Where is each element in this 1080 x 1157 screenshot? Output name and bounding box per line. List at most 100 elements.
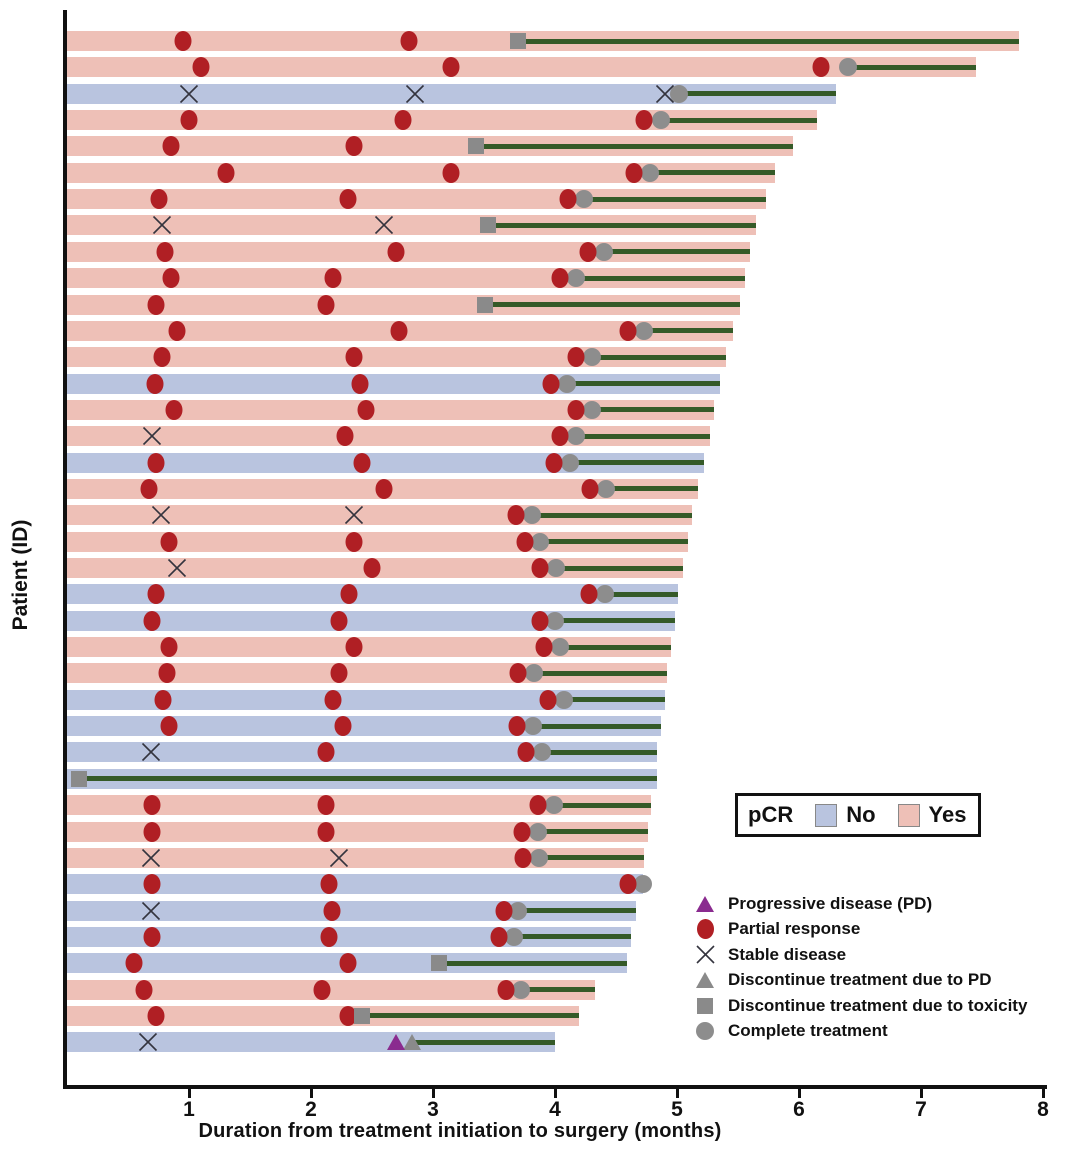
treatment-line (362, 1013, 580, 1019)
partial-response-marker (442, 162, 460, 183)
stable-disease-marker (404, 83, 425, 104)
treatment-line (439, 960, 627, 966)
stable-disease-marker (374, 215, 395, 236)
discontinue-toxicity-marker (431, 955, 448, 972)
complete-treatment-marker (524, 717, 543, 736)
legend-item: Progressive disease (PD) (693, 891, 1027, 917)
partial-response-marker (387, 241, 405, 262)
partial-response-marker (320, 874, 338, 895)
partial-response-marker (363, 558, 381, 578)
partial-response-marker (567, 399, 585, 420)
treatment-line (591, 354, 726, 360)
partial-response-marker (154, 689, 172, 710)
patient-bar (67, 347, 726, 368)
partial-response-marker (150, 189, 167, 210)
partial-response-marker (357, 399, 375, 420)
partial-response-marker (559, 189, 577, 210)
treatment-line (606, 486, 698, 492)
partial-response-marker (567, 347, 585, 368)
partial-response-marker (180, 110, 198, 131)
partial-response-marker (143, 795, 161, 816)
partial-response-marker (147, 294, 165, 315)
discontinue-pd-marker (693, 972, 717, 989)
partial-response-marker (340, 584, 358, 605)
partial-response-marker (619, 320, 637, 341)
patient-bar (67, 637, 671, 658)
partial-response-marker (143, 821, 161, 842)
legend-label: Partial response (728, 919, 861, 939)
partial-response-marker (635, 110, 653, 131)
patient-bar (67, 215, 757, 236)
x-tick-label: 4 (549, 1098, 561, 1121)
pcr-legend-title: pCR (748, 802, 794, 827)
complete-treatment-marker (596, 585, 615, 604)
partial-response-marker (153, 347, 171, 368)
plot-area (67, 0, 1080, 1085)
partial-response-marker (165, 399, 183, 420)
partial-response-marker (497, 979, 515, 1000)
partial-response-marker (217, 162, 235, 183)
patient-bar (67, 795, 652, 816)
legend-item: Partial response (693, 917, 1027, 943)
treatment-line (534, 670, 668, 676)
patient-bar (67, 110, 818, 131)
complete-treatment-marker (546, 611, 564, 630)
partial-response-marker (317, 795, 335, 816)
legend-item: Stable disease (693, 942, 1027, 968)
marker-legend: Progressive disease (PD) Partial response… (693, 891, 1027, 1044)
complete-treatment-marker (544, 796, 563, 815)
partial-response-marker (351, 373, 369, 394)
partial-response-marker (339, 1005, 357, 1026)
complete-treatment-marker (582, 348, 601, 367)
x-tick-label: 2 (305, 1098, 317, 1121)
discontinue-toxicity-marker (479, 217, 496, 234)
patient-bar (67, 83, 836, 104)
partial-response-marker (323, 900, 341, 921)
legend-label: Progressive disease (PD) (728, 893, 933, 913)
treatment-line (559, 644, 671, 650)
complete-treatment-marker (633, 875, 652, 894)
x-tick-mark (309, 1089, 313, 1098)
treatment-line (475, 143, 793, 149)
partial-response-marker (531, 558, 549, 578)
partial-response-marker (625, 162, 643, 183)
partial-response-marker (339, 189, 357, 210)
x-tick-label: 6 (793, 1098, 805, 1121)
discontinue-toxicity-marker (693, 997, 717, 1014)
partial-response-marker (158, 663, 176, 684)
complete-treatment-marker (554, 690, 573, 709)
legend-label: Complete treatment (728, 1021, 888, 1041)
patient-bar (67, 900, 636, 921)
partial-response-marker (156, 241, 174, 262)
partial-response-marker (143, 610, 161, 631)
partial-response-marker (147, 1005, 165, 1026)
partial-response-marker (334, 716, 352, 737)
legend-label: Stable disease (728, 944, 847, 964)
partial-response-marker (375, 478, 393, 499)
x-axis-line (63, 1085, 1047, 1089)
progressive-disease-marker (387, 1034, 406, 1051)
complete-treatment-marker (509, 901, 528, 920)
stable-disease-marker (137, 1032, 158, 1053)
partial-response-marker (339, 953, 357, 974)
x-tick-mark (187, 1089, 191, 1098)
partial-response-marker (345, 347, 363, 368)
partial-response-marker (336, 426, 354, 447)
treatment-line (584, 196, 767, 202)
patient-bar (67, 426, 710, 447)
complete-treatment-marker (547, 559, 566, 577)
complete-treatment-marker (558, 374, 577, 393)
complete-treatment-marker (670, 84, 689, 103)
complete-treatment-marker (838, 58, 857, 77)
partial-response-marker (619, 874, 637, 895)
complete-treatment-marker (511, 980, 530, 999)
patient-bar (67, 610, 675, 631)
pcr-no-swatch (815, 803, 838, 827)
partial-response-marker (345, 637, 363, 658)
stable-disease-marker (142, 426, 163, 447)
pcr-yes-label: Yes (928, 802, 967, 827)
stable-disease-marker (654, 83, 675, 104)
patient-bar (67, 821, 648, 842)
partial-response-marker (812, 57, 830, 78)
pcr-no-label: No (846, 802, 876, 827)
